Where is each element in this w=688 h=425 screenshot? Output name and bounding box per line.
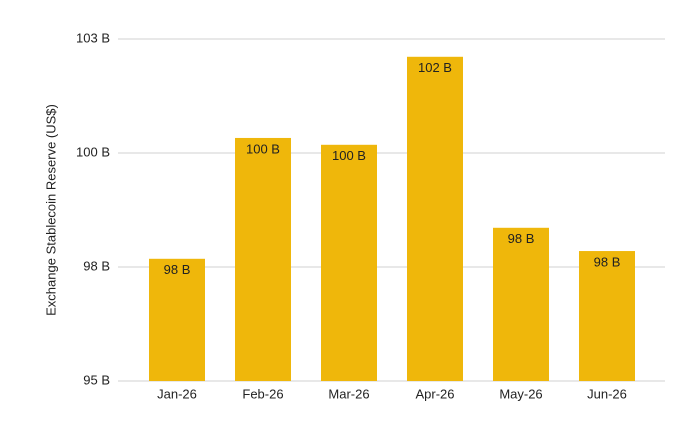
bar (149, 258, 205, 381)
value-label: 98 B (164, 262, 191, 277)
bar (235, 137, 291, 381)
x-tick-label: May-26 (499, 386, 542, 401)
x-tick-label: Jan-26 (157, 386, 197, 401)
y-tick-label: 100 B (76, 144, 110, 159)
bar (493, 227, 549, 381)
bar (579, 251, 635, 381)
x-tick-label: Feb-26 (242, 386, 283, 401)
y-tick-label: 98 B (83, 258, 110, 273)
x-tick-label: Apr-26 (415, 386, 454, 401)
y-tick-label: 103 B (76, 30, 110, 45)
bar (407, 56, 463, 382)
value-label: 98 B (594, 254, 621, 269)
value-label: 100 B (332, 148, 366, 163)
y-tick-label: 95 B (83, 372, 110, 387)
value-label: 98 B (508, 231, 535, 246)
y-axis-title: Exchange Stablecoin Reserve (US$) (43, 104, 58, 316)
x-tick-label: Mar-26 (328, 386, 369, 401)
value-label: 100 B (246, 141, 280, 156)
bar (321, 144, 377, 381)
x-tick-label: Jun-26 (587, 386, 627, 401)
value-label: 102 B (418, 60, 452, 75)
